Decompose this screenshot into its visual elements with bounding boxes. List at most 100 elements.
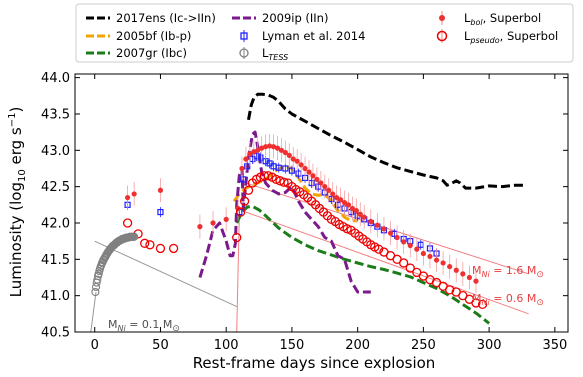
lyman-point (240, 176, 247, 183)
annotation-mni-0-6-sub: Ni (482, 298, 491, 307)
x-tick-label-0: 0 (91, 338, 99, 353)
lbol-point (337, 197, 344, 203)
y-axis-title-main: Luminosity (log (7, 182, 25, 297)
lpseudo-point (399, 258, 409, 268)
lbol-point (278, 147, 285, 153)
lbol-point (247, 151, 253, 157)
lyman-point (282, 165, 289, 172)
legend-label-lbol-main: L (464, 11, 471, 25)
lpseudo-point (140, 238, 150, 248)
lbol-point (266, 143, 273, 149)
legend-label-lbol-sub: bol (470, 18, 483, 27)
legend-label-lbol: Lbol, Superbol (464, 11, 541, 27)
lbol-point (302, 165, 308, 172)
y-tick-label-7: 44.0 (41, 71, 70, 86)
x-tick-label-3: 150 (280, 338, 305, 353)
series-line-3 (198, 130, 371, 294)
lpseudo-point (243, 185, 254, 195)
annotation-mni-1-6-sub: Ni (482, 270, 491, 279)
reference-line-2 (245, 211, 529, 315)
series-line-2 (235, 204, 491, 325)
lbol-point (239, 165, 245, 172)
y-axis-title-sub: 10 (17, 169, 28, 182)
y-tick-label-2: 41.5 (41, 253, 70, 268)
lpseudo-point (342, 224, 352, 234)
lbol-point (460, 271, 466, 277)
annotation-mni-1-6: MNi = 1.6 M⊙ (472, 264, 544, 280)
lbol-point (259, 145, 265, 151)
legend-item-2009ip: 2009ip (IIn) (232, 11, 328, 25)
lpseudo-point (271, 174, 281, 185)
y-tick-label-0: 40.5 (41, 326, 70, 341)
x-tick-label-1: 50 (152, 338, 169, 353)
lbol-point (290, 156, 296, 162)
annotation-mni-0-1-post: = 0.1 M (126, 318, 173, 331)
legend-item-ltess: LTESS (239, 46, 288, 62)
lbol-point (466, 274, 472, 281)
y-tick-label-6: 43.5 (41, 107, 70, 122)
lbol-point (255, 147, 261, 153)
lyman-point (157, 208, 164, 216)
legend-item-2007gr: 2007gr (Ibc) (86, 46, 187, 60)
lbol-point (357, 211, 363, 217)
lbol-point (124, 194, 131, 201)
lbol-point (345, 202, 352, 208)
legend-label-lpseudo-sub: pseudo (469, 36, 499, 45)
plot-data-group (90, 92, 529, 332)
lbol-point (447, 263, 453, 270)
lbol-point (270, 144, 277, 150)
lbol-point (318, 180, 324, 186)
lpseudo-point (471, 298, 481, 308)
legend-label-lpseudo-rest: , Superbol (500, 29, 559, 43)
lbol-point (401, 239, 407, 245)
lpseudo-point (145, 240, 155, 250)
lbol-point (374, 222, 380, 228)
lpseudo-point (155, 243, 166, 254)
lbol-point (407, 242, 413, 249)
reference-line-4 (236, 215, 240, 332)
legend: 2017ens (Ic->IIn) 2005bf (Ib-p) 2007gr (… (75, 3, 574, 63)
lbol-point (310, 173, 316, 179)
legend-marker-lyman (240, 32, 248, 40)
lbol-point (473, 278, 479, 284)
annotation-mni-0-1-sub: Ni (118, 324, 127, 333)
legend-item-lbol: Lbol, Superbol (439, 11, 541, 27)
y-tick-label-4: 42.5 (41, 180, 70, 195)
x-tick-label-4: 200 (345, 338, 370, 353)
lbol-point (326, 187, 332, 193)
legend-marker-ltess (239, 48, 249, 58)
legend-item-2005bf: 2005bf (Ib-p) (86, 29, 191, 43)
lbol-point (263, 144, 269, 150)
lpseudo-point (374, 244, 384, 254)
lpseudo-point (445, 285, 455, 295)
lbol-point (368, 218, 374, 225)
legend-label-lpseudo: Lpseudo, Superbol (464, 29, 558, 45)
lbol-point (330, 191, 336, 197)
series-line-0 (247, 92, 525, 190)
legend-item-lyman: Lyman et al. 2014 (240, 29, 365, 43)
ltess-point (94, 269, 103, 278)
annotation-mni-0-6-sym: ⊙ (536, 298, 544, 308)
annotation-mni-1-6-pre: M (472, 264, 482, 277)
reference-line-0 (94, 240, 237, 308)
ltess-point (93, 275, 102, 284)
legend-label-lyman: Lyman et al. 2014 (262, 29, 365, 43)
lbol-point (453, 267, 459, 273)
lbol-point (420, 250, 426, 257)
lbol-point (274, 145, 281, 151)
lpseudo-point (168, 243, 179, 254)
legend-marker-lbol (439, 15, 445, 21)
x-tick-label-5: 250 (411, 338, 436, 353)
lbol-point (433, 257, 440, 263)
x-tick-label-2: 100 (214, 338, 239, 353)
legend-label-2017ens: 2017ens (Ic->IIn) (116, 11, 216, 25)
lbol-point (322, 184, 328, 190)
ltess-point (91, 287, 100, 297)
lbol-point (314, 176, 320, 182)
x-tick-label-6: 300 (477, 338, 502, 353)
annotation-mni-1-6-sym: ⊙ (536, 270, 544, 280)
plot-frame (74, 73, 569, 333)
lpseudo-point (122, 218, 133, 228)
y-axis-title-unit: erg s (7, 127, 25, 169)
